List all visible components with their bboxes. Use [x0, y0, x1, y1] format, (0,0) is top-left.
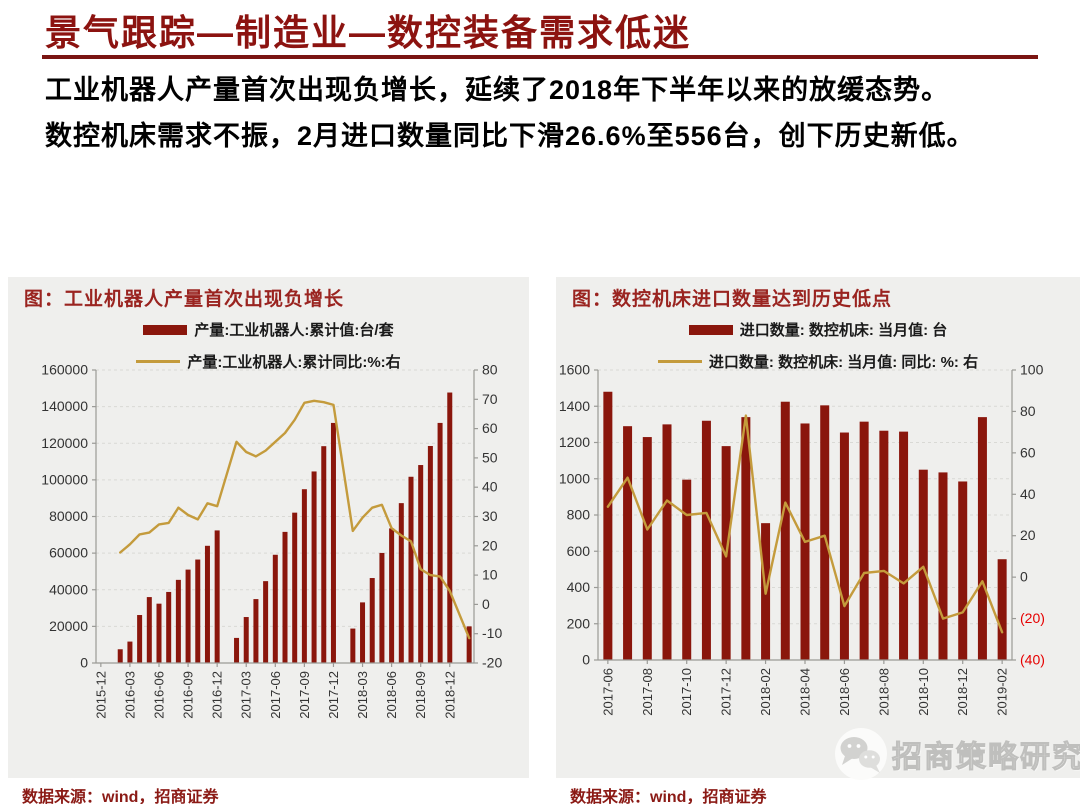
chart-title-machine-tool-import: 图：数控机床进口数量达到历史低点 [572, 289, 893, 310]
svg-text:20: 20 [1020, 527, 1036, 543]
svg-text:0: 0 [582, 652, 590, 668]
legend-item-line-series: 进口数量: 数控机床: 当月值: 同比: %: 右 [657, 351, 979, 372]
svg-text:2017-08: 2017-08 [640, 668, 655, 716]
summary-line-2: 数控机床需求不振，2月进口数量同比下滑26.6%至556台，创下历史新低。 [45, 121, 975, 151]
svg-text:2016-12: 2016-12 [210, 671, 225, 719]
page-title: 景气跟踪—制造业—数控装备需求低迷 [45, 12, 692, 53]
svg-text:2018-04: 2018-04 [798, 668, 813, 716]
svg-text:2018-03: 2018-03 [355, 671, 370, 719]
svg-text:2016-06: 2016-06 [152, 671, 167, 719]
svg-text:60000: 60000 [49, 545, 88, 561]
svg-text:40: 40 [1020, 486, 1036, 502]
svg-text:2018-06: 2018-06 [384, 671, 399, 719]
svg-text:60: 60 [1020, 444, 1036, 460]
legend-label-bar-series: 产量:工业机器人:累计值:台/套 [194, 322, 394, 339]
line-series-swatch-icon [657, 360, 702, 363]
svg-text:2018-06: 2018-06 [837, 668, 852, 716]
chart-panel-machine-tool-import: 图：数控机床进口数量达到历史低点 进口数量: 数控机床: 当月值: 台 进口数量… [556, 277, 1080, 804]
svg-text:60: 60 [482, 420, 498, 436]
svg-text:2017-12: 2017-12 [719, 668, 734, 716]
svg-text:2018-10: 2018-10 [916, 668, 931, 716]
source-note-right: 数据来源：wind，招商证券 [570, 789, 767, 804]
robot-output-chart: 0 20000 40000 60000 80000 100000 120000 140000 1… [41, 362, 502, 719]
svg-text:10: 10 [482, 567, 498, 583]
svg-text:600: 600 [567, 543, 591, 559]
svg-text:2016-09: 2016-09 [181, 671, 196, 719]
legend-label-line-series: 进口数量: 数控机床: 当月值: 同比: %: 右 [708, 354, 979, 371]
line-series-swatch-icon [136, 360, 181, 363]
svg-text:400: 400 [567, 579, 591, 595]
svg-text:2018-12: 2018-12 [442, 671, 457, 719]
machine-tool-import-chart: 0 200 400 600 800 1000 1200 1400 1600 (40) (20) 0 20… [559, 362, 1045, 716]
svg-text:40: 40 [482, 479, 498, 495]
legend-machine-tool-import: 进口数量: 数控机床: 当月值: 台 进口数量: 数控机床: 当月值: 同比: … [556, 319, 1080, 372]
svg-text:0: 0 [482, 596, 490, 612]
svg-text:2016-03: 2016-03 [122, 671, 137, 719]
svg-text:80000: 80000 [49, 508, 88, 524]
svg-text:140000: 140000 [41, 398, 88, 414]
svg-text:2018-09: 2018-09 [413, 671, 428, 719]
legend-robot-output: 产量:工业机器人:累计值:台/套 产量:工业机器人:累计同比:%:右 [8, 319, 529, 372]
chart-title-robot-output: 图：工业机器人产量首次出现负增长 [24, 289, 345, 310]
svg-text:2017-03: 2017-03 [239, 671, 254, 719]
svg-text:1200: 1200 [559, 434, 590, 450]
chart-panel-robot-output: 图：工业机器人产量首次出现负增长 产量:工业机器人:累计值:台/套 产量:工业机… [8, 277, 529, 804]
svg-text:50: 50 [482, 449, 498, 465]
svg-text:20000: 20000 [49, 618, 88, 634]
watermark-text: 招商策略研究 [892, 741, 1080, 775]
svg-text:1400: 1400 [559, 398, 590, 414]
svg-text:80: 80 [1020, 403, 1036, 419]
legend-item-bar-series: 进口数量: 数控机床: 当月值: 台 [688, 319, 948, 340]
svg-text:80: 80 [482, 362, 498, 378]
svg-text:2015-12: 2015-12 [93, 671, 108, 719]
svg-text:(40): (40) [1020, 652, 1045, 668]
bar-series-swatch-icon [688, 324, 733, 335]
svg-text:2019-02: 2019-02 [995, 668, 1010, 716]
svg-text:200: 200 [567, 615, 591, 631]
svg-text:2017-09: 2017-09 [297, 671, 312, 719]
svg-text:2017-06: 2017-06 [268, 671, 283, 719]
svg-text:2017-10: 2017-10 [679, 668, 694, 716]
svg-text:-10: -10 [482, 625, 502, 641]
legend-label-line-series: 产量:工业机器人:累计同比:%:右 [187, 354, 401, 371]
svg-text:2018-08: 2018-08 [876, 668, 891, 716]
svg-text:-20: -20 [482, 655, 502, 671]
summary-line-1: 工业机器人产量首次出现负增长，延续了2018年下半年以来的放缓态势。 [45, 75, 950, 105]
svg-text:2018-12: 2018-12 [955, 668, 970, 716]
wechat-logo-icon [835, 728, 887, 780]
svg-text:70: 70 [482, 391, 498, 407]
legend-item-line-series: 产量:工业机器人:累计同比:%:右 [136, 351, 401, 372]
svg-text:(20): (20) [1020, 610, 1045, 626]
watermark: 招商策略研究 [834, 727, 1080, 781]
svg-text:120000: 120000 [41, 435, 88, 451]
svg-text:0: 0 [1020, 569, 1028, 585]
legend-label-bar-series: 进口数量: 数控机床: 当月值: 台 [739, 322, 948, 339]
svg-text:30: 30 [482, 508, 498, 524]
svg-text:0: 0 [80, 655, 88, 671]
svg-text:160000: 160000 [41, 362, 88, 378]
svg-text:2017-12: 2017-12 [326, 671, 341, 719]
svg-text:2017-06: 2017-06 [600, 668, 615, 716]
title-underline-rule [42, 55, 1038, 59]
svg-text:1600: 1600 [559, 362, 590, 378]
svg-text:20: 20 [482, 537, 498, 553]
legend-item-bar-series: 产量:工业机器人:累计值:台/套 [143, 319, 394, 340]
svg-text:40000: 40000 [49, 581, 88, 597]
svg-text:2018-02: 2018-02 [758, 668, 773, 716]
bar-series-swatch-icon [143, 324, 188, 335]
svg-text:1000: 1000 [559, 470, 590, 486]
svg-text:100: 100 [1020, 362, 1044, 378]
svg-text:100000: 100000 [41, 471, 88, 487]
svg-text:800: 800 [567, 507, 591, 523]
source-note-left: 数据来源：wind，招商证券 [22, 789, 219, 804]
